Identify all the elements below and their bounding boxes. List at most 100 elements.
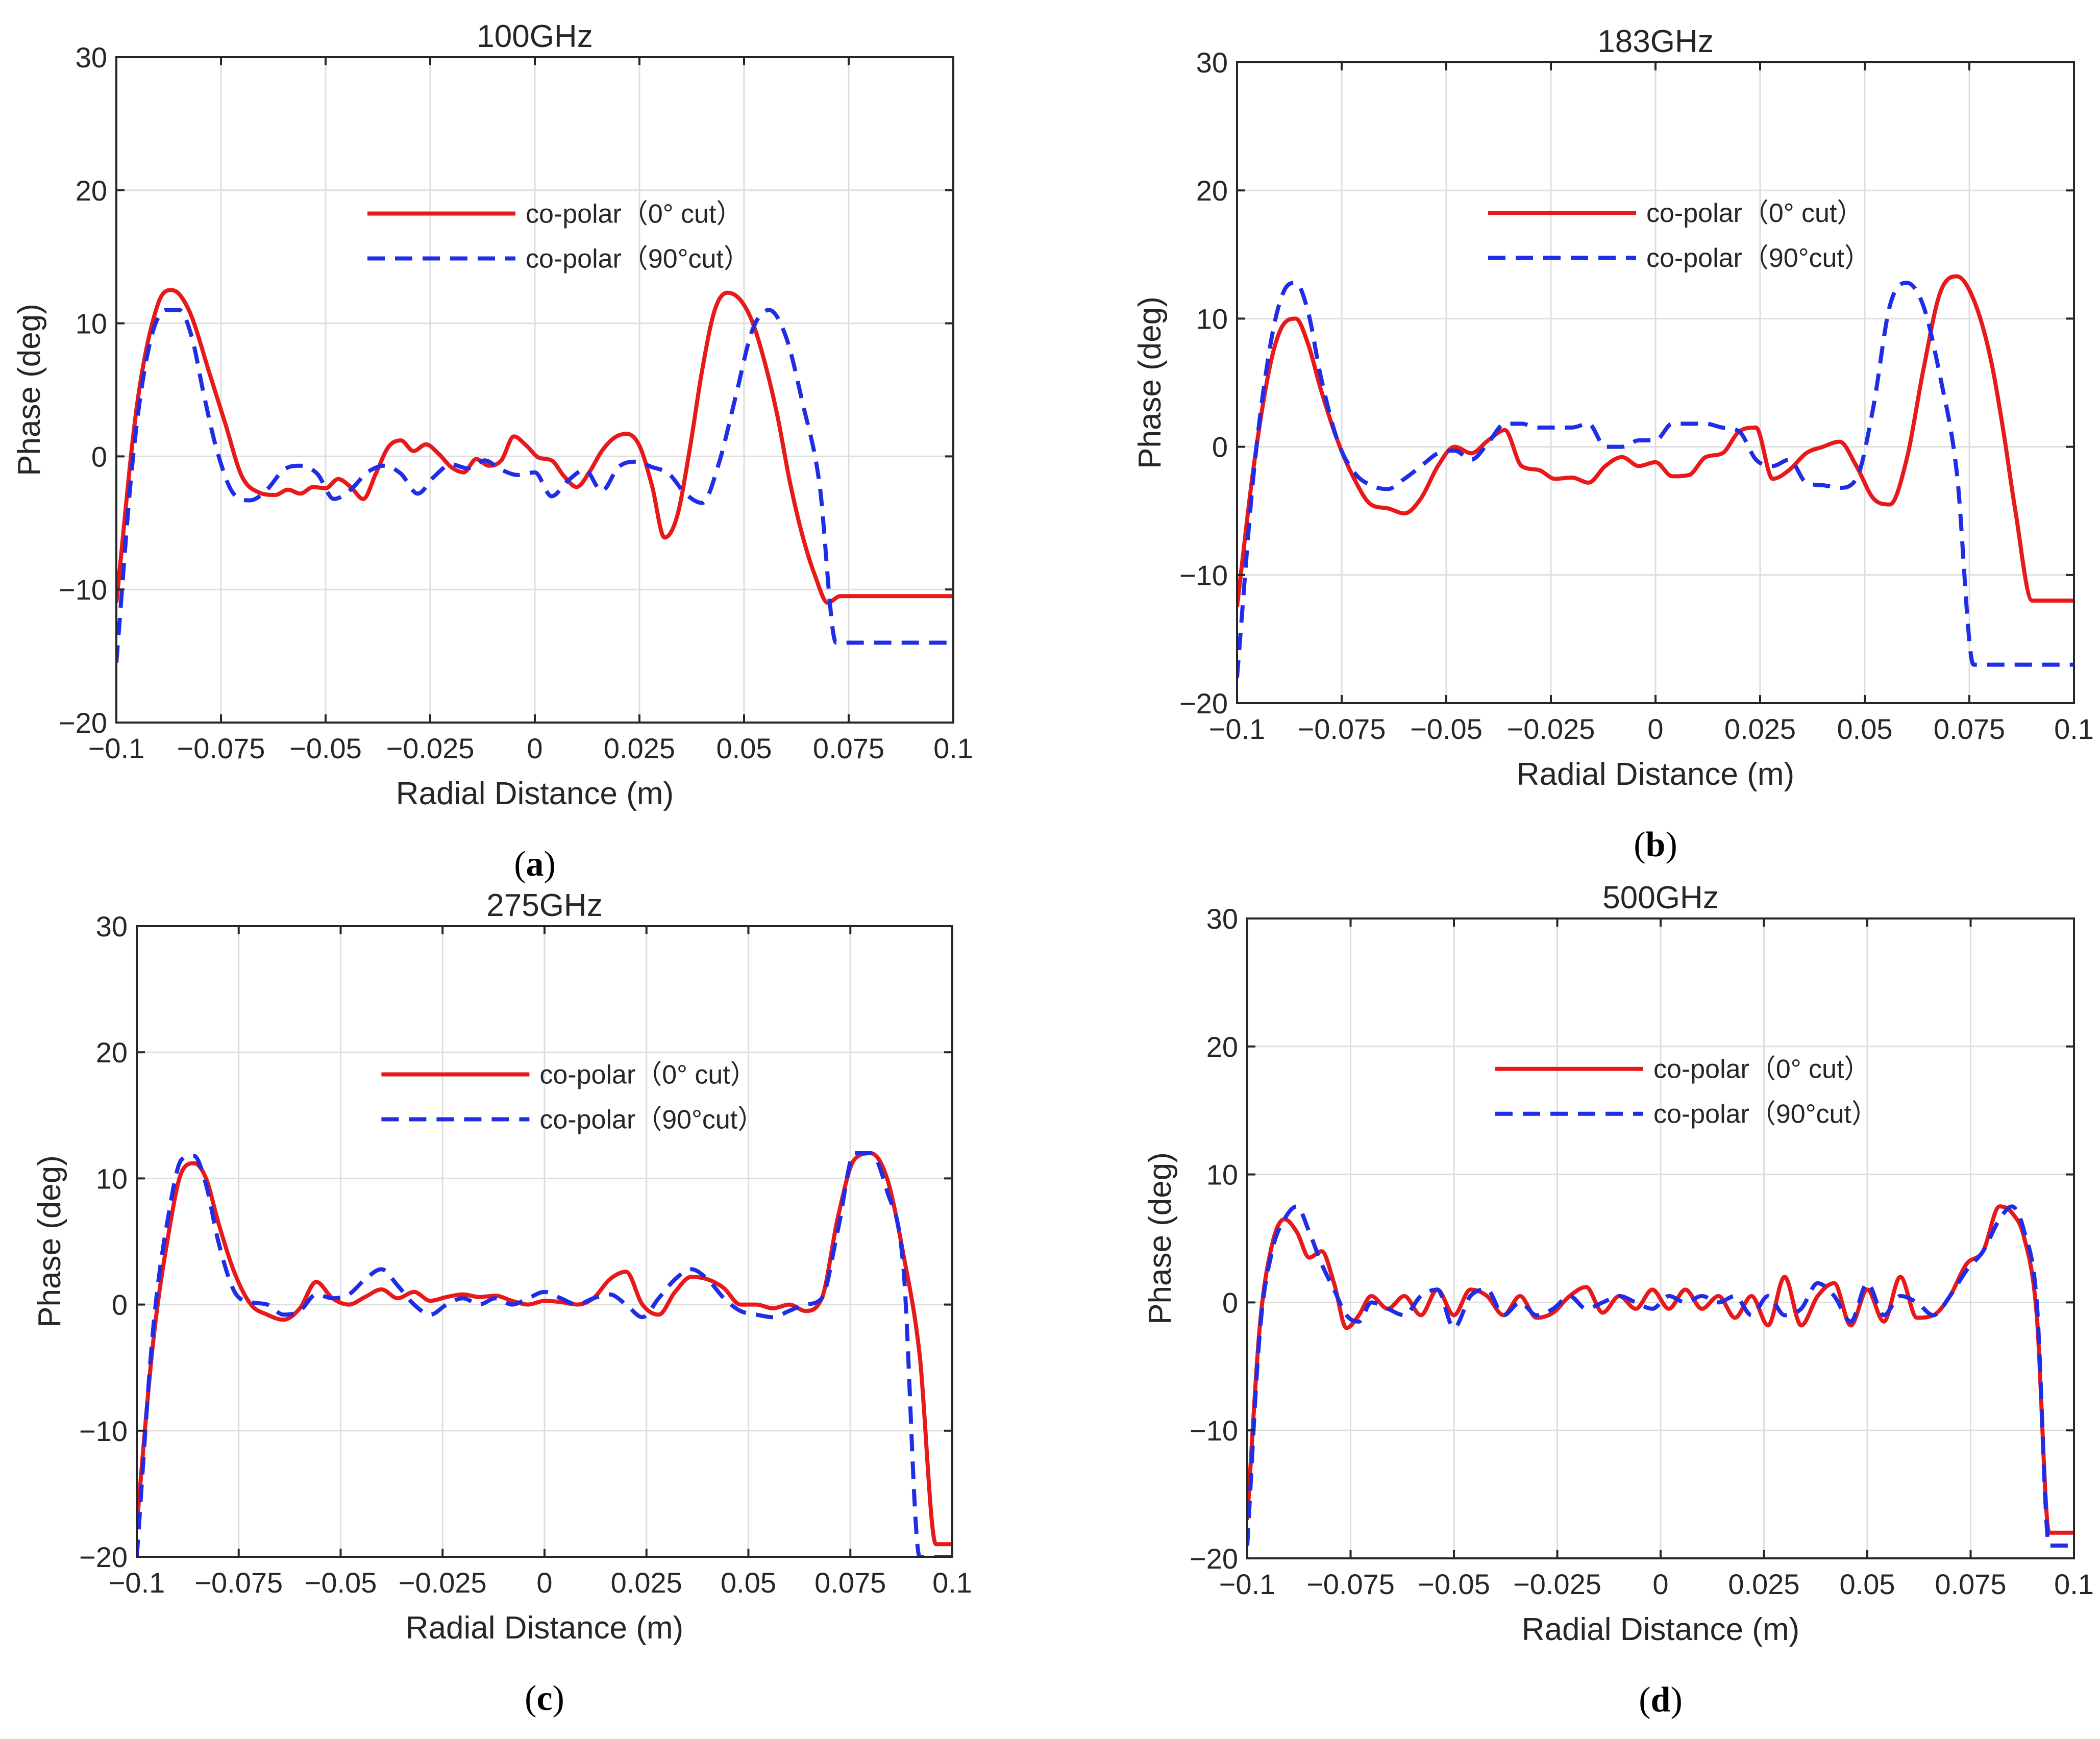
subfigure-close-paren: ) <box>1670 1680 1682 1720</box>
x-tick-label: 0.025 <box>604 732 675 764</box>
chart-title: 183GHz <box>1597 24 1713 59</box>
series-group <box>137 1151 952 1557</box>
subfigure-open-paren: ( <box>514 844 526 884</box>
subfigure-letter: a <box>526 844 544 884</box>
x-tick-label: 0.075 <box>1934 713 2005 745</box>
subfigure-letter: c <box>536 1679 552 1718</box>
y-tick-label: −10 <box>1179 559 1228 591</box>
x-tick-label: 0.025 <box>1728 1568 1799 1600</box>
chart-title: 275GHz <box>486 888 602 923</box>
series-group <box>1247 1204 2074 1548</box>
y-tick-label: −20 <box>1190 1543 1238 1575</box>
x-tick-label: −0.075 <box>1298 713 1386 745</box>
series-group <box>116 288 953 663</box>
y-tick-label: 0 <box>1222 1286 1238 1319</box>
legend-label-co-polar-90-cut: co-polar（90°cut） <box>1653 1100 1878 1129</box>
y-tick-label: 30 <box>1206 903 1238 935</box>
x-tick-label: 0.05 <box>721 1567 776 1599</box>
x-tick-label: 0.1 <box>932 1567 972 1599</box>
subfigure-label: (b) <box>1634 825 1677 864</box>
x-tick-label: 0 <box>536 1567 552 1599</box>
x-tick-label: −0.1 <box>1209 713 1266 745</box>
x-tick-label: −0.05 <box>289 732 362 764</box>
x-tick-label: −0.05 <box>305 1567 377 1599</box>
y-tick-label: 30 <box>76 41 107 73</box>
subfigure-close-paren: ) <box>544 844 556 884</box>
chart-panel-b: −0.1 −0.075 −0.05 −0.025 0 0.025 0.05 0.075 0.1 −… <box>1132 24 2094 864</box>
x-tick-label: 0.025 <box>611 1567 682 1599</box>
legend-label-co-polar-0-cut: co-polar（0° cut） <box>526 199 743 229</box>
y-tick-label: −20 <box>1179 687 1228 719</box>
y-axis-label: Phase (deg) <box>32 1155 67 1328</box>
y-tick-label: −10 <box>59 574 107 606</box>
x-tick-label: 0 <box>1647 713 1663 745</box>
subfigure-open-paren: ( <box>1639 1680 1650 1720</box>
x-tick-label: 0 <box>1652 1568 1668 1600</box>
x-tick-label: −0.075 <box>194 1567 283 1599</box>
x-axis-label: Radial Distance (m) <box>406 1610 683 1646</box>
y-tick-label: 0 <box>112 1289 128 1321</box>
subfigure-close-paren: ) <box>553 1679 564 1718</box>
y-tick-label: 30 <box>1196 46 1228 79</box>
legend-label-co-polar-0-cut: co-polar（0° cut） <box>539 1060 756 1089</box>
x-axis-label: Radial Distance (m) <box>396 776 674 811</box>
series-group <box>1237 274 2074 678</box>
x-tick-label: 0 <box>527 732 542 764</box>
x-tick-label: −0.05 <box>1418 1568 1490 1600</box>
legend-label-co-polar-90-cut: co-polar（90°cut） <box>526 244 750 274</box>
x-tick-label: 0.1 <box>933 732 973 764</box>
y-tick-label: 10 <box>1196 303 1228 335</box>
y-tick-label: 0 <box>1212 431 1228 463</box>
x-tick-label: −0.1 <box>1219 1568 1276 1600</box>
x-axis-label: Radial Distance (m) <box>1522 1612 1799 1647</box>
legend-label-co-polar-90-cut: co-polar（90°cut） <box>1646 243 1871 273</box>
subfigure-label: (d) <box>1639 1680 1683 1720</box>
chart-panel-c: −0.1 −0.075 −0.05 −0.025 0 0.025 0.05 0.075 0.1 −… <box>32 888 972 1718</box>
y-tick-label: 10 <box>1206 1159 1238 1191</box>
y-tick-label: 20 <box>1196 175 1228 207</box>
y-axis-label: Phase (deg) <box>1132 296 1168 469</box>
series-line-co-polar-0-cut <box>137 1151 952 1547</box>
series-line-co-polar-90-cut <box>1247 1204 2074 1548</box>
x-tick-label: −0.05 <box>1410 713 1483 745</box>
x-tick-label: −0.075 <box>177 732 265 764</box>
x-tick-label: −0.025 <box>1513 1568 1601 1600</box>
x-tick-label: −0.1 <box>88 732 145 764</box>
subfigure-label: (a) <box>514 844 556 884</box>
y-tick-label: 20 <box>1206 1031 1238 1063</box>
y-tick-label: 0 <box>91 440 107 473</box>
y-tick-label: 20 <box>96 1036 128 1069</box>
series-line-co-polar-90-cut <box>116 308 953 663</box>
x-tick-label: 0.075 <box>813 732 884 764</box>
x-tick-label: −0.025 <box>1507 713 1595 745</box>
legend-label-co-polar-0-cut: co-polar（0° cut） <box>1653 1055 1870 1084</box>
subfigure-open-paren: ( <box>525 1679 536 1718</box>
series-line-co-polar-90-cut <box>1237 281 2074 678</box>
y-tick-label: −20 <box>59 707 107 739</box>
x-tick-label: −0.025 <box>399 1567 487 1599</box>
subfigure-letter: b <box>1646 825 1666 864</box>
legend-label-co-polar-90-cut: co-polar（90°cut） <box>539 1105 764 1134</box>
series-line-co-polar-90-cut <box>137 1151 952 1557</box>
y-axis-label: Phase (deg) <box>12 304 47 476</box>
x-tick-label: 0.075 <box>814 1567 886 1599</box>
subfigure-close-paren: ) <box>1665 825 1677 864</box>
legend-label-co-polar-0-cut: co-polar（0° cut） <box>1646 198 1863 228</box>
x-axis-label: Radial Distance (m) <box>1517 757 1794 792</box>
x-tick-label: 0.1 <box>2054 713 2094 745</box>
x-tick-label: 0.05 <box>1840 1568 1895 1600</box>
x-tick-label: 0.05 <box>717 732 772 764</box>
chart-panel-a: −0.1 −0.075 −0.05 −0.025 0 0.025 0.05 0.075 0.1 −… <box>12 19 973 884</box>
x-tick-label: −0.025 <box>386 732 475 764</box>
y-tick-label: −10 <box>79 1415 128 1447</box>
x-tick-label: 0.05 <box>1837 713 1893 745</box>
subfigure-label: (c) <box>525 1679 564 1718</box>
y-axis-label: Phase (deg) <box>1143 1152 1178 1325</box>
series-line-co-polar-0-cut <box>1247 1204 2074 1535</box>
subfigure-open-paren: ( <box>1634 825 1645 864</box>
y-tick-label: 10 <box>96 1162 128 1195</box>
x-tick-label: −0.075 <box>1306 1568 1395 1600</box>
x-tick-label: 0.1 <box>2054 1568 2094 1600</box>
chart-title: 500GHz <box>1602 880 1718 915</box>
y-tick-label: 30 <box>96 910 128 942</box>
